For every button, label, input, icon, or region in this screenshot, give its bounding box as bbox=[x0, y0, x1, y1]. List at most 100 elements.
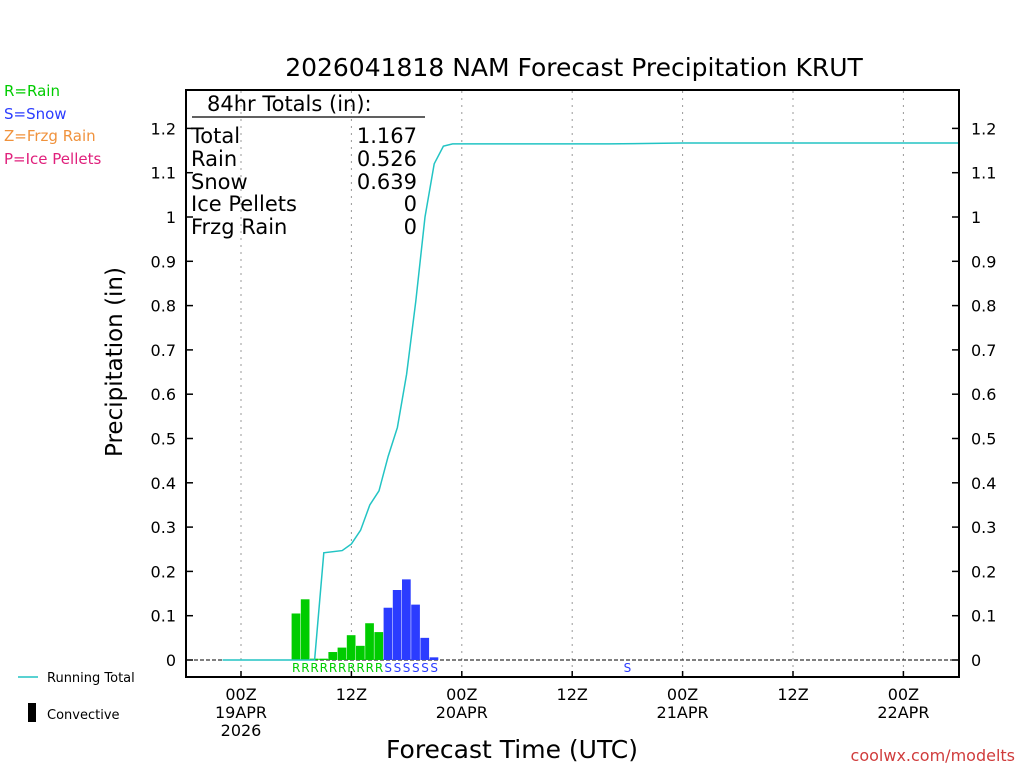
ptype-marker-1: R bbox=[301, 661, 309, 675]
y-tick-label-right-10: 1 bbox=[971, 208, 981, 227]
ptype-marker-12: S bbox=[403, 661, 411, 675]
y-tick-label-left-8: 0.8 bbox=[151, 297, 176, 316]
ptype-marker-9: R bbox=[375, 661, 383, 675]
y-axis-label: Precipitation (in) bbox=[102, 267, 128, 457]
y-tick-label-right-2: 0.2 bbox=[971, 562, 996, 581]
grid-lines bbox=[240, 91, 904, 676]
y-tick-label-left-12: 1.2 bbox=[151, 119, 176, 138]
precip-bar-12 bbox=[402, 579, 411, 660]
y-tick-label-right-3: 0.3 bbox=[971, 518, 996, 537]
x-tick-label-0-1: 19APR bbox=[215, 703, 267, 722]
precip-bar-10 bbox=[383, 607, 393, 660]
precip-bar-4 bbox=[328, 652, 338, 660]
x-tick-label-6-0: 00Z bbox=[888, 685, 919, 704]
precip-bar-5 bbox=[337, 647, 347, 660]
legend-snow: S=Snow bbox=[4, 105, 67, 123]
precip-bar-9 bbox=[374, 632, 384, 660]
y-tick-label-right-8: 0.8 bbox=[971, 297, 996, 316]
legend-ice-pellets: P=Ice Pellets bbox=[4, 150, 101, 168]
x-tick-label-0-0: 00Z bbox=[225, 685, 256, 704]
y-tick-label-right-9: 0.9 bbox=[971, 252, 996, 271]
totals-value-ice: 0 bbox=[404, 192, 417, 216]
ptype-marker-16: S bbox=[624, 661, 632, 675]
totals-value-rain: 0.526 bbox=[357, 147, 417, 171]
precip-bar-14 bbox=[420, 637, 430, 660]
totals-label-frzg: Frzg Rain bbox=[191, 215, 287, 239]
y-tick-label-left-11: 1.1 bbox=[151, 164, 176, 183]
y-tick-label-left-1: 0.1 bbox=[151, 607, 176, 626]
ptype-marker-0: R bbox=[292, 661, 300, 675]
precip-bar-15 bbox=[429, 657, 439, 660]
precip-bar-8 bbox=[365, 623, 374, 660]
totals-heading: 84hr Totals (in): bbox=[207, 92, 372, 116]
legend-rain: R=Rain bbox=[4, 82, 60, 100]
line-legend: Running Total Convective bbox=[18, 671, 135, 723]
precip-bar-7 bbox=[356, 645, 365, 660]
y-tick-label-left-2: 0.2 bbox=[151, 562, 176, 581]
precip-bar-3 bbox=[319, 658, 328, 660]
x-tick-label-2-0: 00Z bbox=[446, 685, 477, 704]
totals-label-rain: Rain bbox=[191, 147, 237, 171]
y-tick-label-right-7: 0.7 bbox=[971, 341, 996, 360]
y-tick-label-right-0: 0 bbox=[971, 651, 981, 670]
y-tick-label-left-5: 0.5 bbox=[151, 430, 176, 449]
x-tick-label-0-2: 2026 bbox=[221, 721, 262, 740]
y-tick-label-right-1: 0.1 bbox=[971, 607, 996, 626]
totals-value-frzg: 0 bbox=[404, 215, 417, 239]
y-axis-left: 0 0.1 0.2 0.3 0.4 0.5 0.6 0.7 0.8 0.9 1 1.1 1.2 bbox=[151, 119, 193, 670]
y-tick-label-left-3: 0.3 bbox=[151, 518, 176, 537]
y-tick-label-left-7: 0.7 bbox=[151, 341, 176, 360]
y-tick-label-right-11: 1.1 bbox=[971, 164, 996, 183]
totals-box: 84hr Totals (in): Total 1.167 Rain 0.526… bbox=[190, 92, 425, 239]
precip-bar-11 bbox=[392, 590, 402, 660]
credit-text: coolwx.com/modelts bbox=[851, 746, 1015, 765]
ptype-marker-11: S bbox=[394, 661, 402, 675]
x-tick-label-4-0: 00Z bbox=[667, 685, 698, 704]
y-tick-label-left-0: 0 bbox=[166, 651, 176, 670]
ptype-marker-13: S bbox=[412, 661, 420, 675]
ptype-marker-2: R bbox=[310, 661, 318, 675]
x-tick-label-6-1: 22APR bbox=[877, 703, 929, 722]
totals-value-total: 1.167 bbox=[357, 124, 417, 148]
precip-bar-13 bbox=[411, 604, 420, 660]
totals-label-snow: Snow bbox=[191, 170, 248, 194]
ptype-marker-6: R bbox=[347, 661, 355, 675]
legend-frzg-rain: Z=Frzg Rain bbox=[4, 127, 96, 145]
y-tick-label-left-6: 0.6 bbox=[151, 385, 176, 404]
legend-convective: Convective bbox=[47, 708, 120, 723]
x-tick-label-2-1: 20APR bbox=[436, 703, 488, 722]
legend-running-total: Running Total bbox=[47, 671, 135, 686]
y-axis-right: 0 0.1 0.2 0.3 0.4 0.5 0.6 0.7 0.8 0.9 1 1.1 1.2 bbox=[952, 119, 996, 670]
y-tick-label-left-10: 1 bbox=[166, 208, 176, 227]
y-tick-label-right-4: 0.4 bbox=[971, 474, 996, 493]
y-tick-label-right-6: 0.6 bbox=[971, 385, 996, 404]
ptype-marker-7: R bbox=[356, 661, 364, 675]
totals-label-ice: Ice Pellets bbox=[191, 192, 297, 216]
x-tick-label-4-1: 21APR bbox=[657, 703, 709, 722]
x-tick-label-1-0: 12Z bbox=[336, 685, 367, 704]
ptype-marker-15: S bbox=[430, 661, 438, 675]
x-axis-label: Forecast Time (UTC) bbox=[386, 735, 638, 764]
ptype-marker-5: R bbox=[338, 661, 346, 675]
running-total-line bbox=[222, 142, 958, 661]
x-tick-label-5-0: 12Z bbox=[777, 685, 808, 704]
ptype-marker-8: R bbox=[366, 661, 374, 675]
precip-bar-0 bbox=[291, 613, 301, 660]
y-tick-label-left-4: 0.4 bbox=[151, 474, 176, 493]
x-tick-label-3-0: 12Z bbox=[557, 685, 588, 704]
precip-bar-1 bbox=[300, 599, 310, 660]
y-tick-label-right-12: 1.2 bbox=[971, 119, 996, 138]
totals-label-total: Total bbox=[190, 124, 240, 148]
ptype-marker-14: S bbox=[421, 661, 429, 675]
ptype-marker-3: R bbox=[320, 661, 328, 675]
legend-convective-swatch bbox=[28, 703, 36, 722]
ptype-marker-10: S bbox=[384, 661, 392, 675]
y-tick-label-right-5: 0.5 bbox=[971, 430, 996, 449]
precip-bars bbox=[291, 579, 439, 660]
y-tick-label-left-9: 0.9 bbox=[151, 252, 176, 271]
ptype-legend: R=Rain S=Snow Z=Frzg Rain P=Ice Pellets bbox=[4, 82, 101, 168]
ptype-marker-4: R bbox=[329, 661, 337, 675]
